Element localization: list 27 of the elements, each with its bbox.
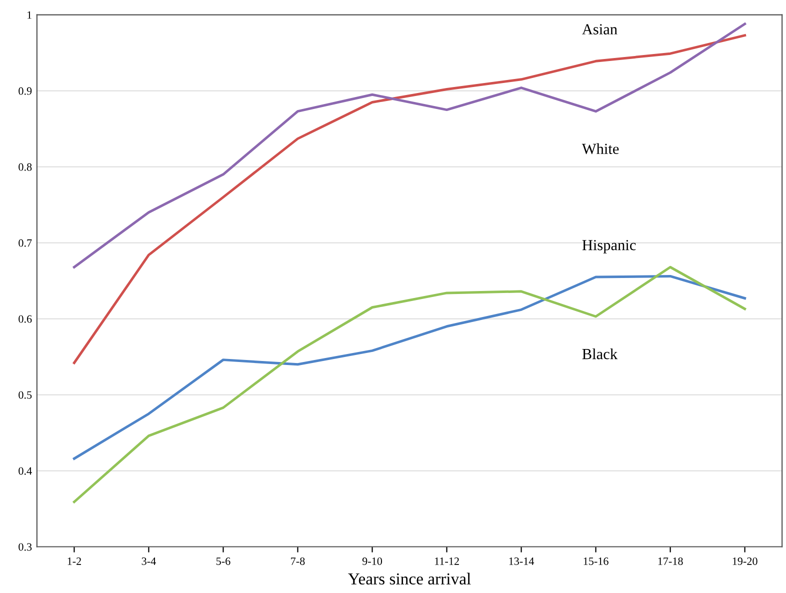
text: Black <box>582 348 618 360</box>
y-tick-label: 0.8 <box>18 163 32 171</box>
y-tick-label: 0.4 <box>18 467 32 475</box>
line-series <box>72 22 746 268</box>
line-series <box>72 266 746 504</box>
x-tick-label: 7-8 <box>291 557 305 565</box>
series-label: Asian <box>582 24 618 34</box>
x-tick-label: 15-16 <box>584 558 608 565</box>
x-tick-label: 17-18 <box>658 557 683 565</box>
x-tick-label: 13-14 <box>509 558 534 565</box>
line-series <box>72 274 746 460</box>
line-series <box>72 34 746 364</box>
y-tick-label: 0.6 <box>18 315 32 323</box>
x-tick-label: 5-6 <box>216 558 230 565</box>
y-tick-label: 1 <box>28 11 32 19</box>
x-tick-label: 19-20 <box>732 557 758 565</box>
y-tick-label: 0.5 <box>18 391 32 399</box>
series-label: Hispanic <box>582 240 636 254</box>
x-tick-label: 11-12 <box>434 558 459 565</box>
text: White <box>582 143 619 154</box>
y-tick-label: 0.3 <box>18 543 32 551</box>
x-tick-label: 3-4 <box>142 558 156 565</box>
x-axis-title: Years since arrival <box>348 572 471 585</box>
x-tick-label: 1-2 <box>68 558 81 565</box>
x-tick-label: 9-10 <box>362 557 382 565</box>
y-tick-label: 0.7 <box>18 239 32 247</box>
y-tick-label: 0.9 <box>18 87 32 95</box>
